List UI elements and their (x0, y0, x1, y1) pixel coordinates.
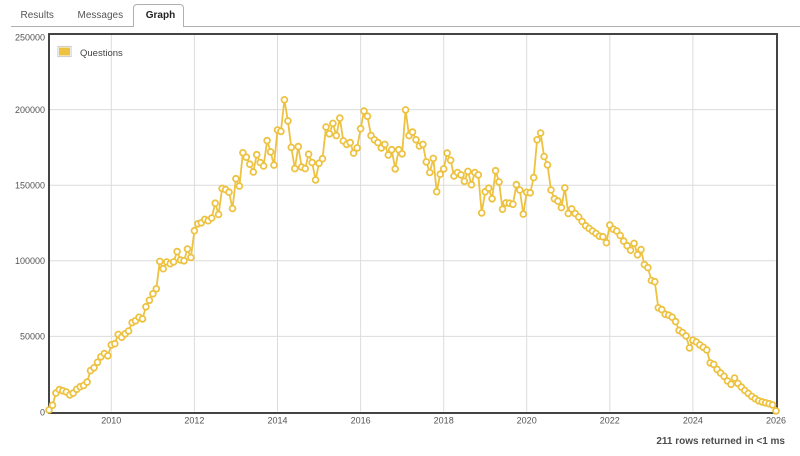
svg-text:2024: 2024 (683, 416, 703, 426)
svg-text:2010: 2010 (101, 416, 121, 426)
svg-text:Questions: Questions (80, 48, 123, 59)
svg-text:2014: 2014 (267, 416, 287, 426)
svg-text:200000: 200000 (15, 105, 45, 115)
svg-text:2012: 2012 (184, 416, 204, 426)
svg-text:2022: 2022 (600, 416, 620, 426)
svg-text:150000: 150000 (15, 181, 45, 191)
svg-text:50000: 50000 (20, 332, 45, 342)
svg-text:2026: 2026 (766, 416, 786, 426)
svg-text:100000: 100000 (15, 256, 45, 266)
svg-text:2020: 2020 (517, 416, 537, 426)
svg-text:0: 0 (40, 407, 45, 417)
svg-text:250000: 250000 (15, 33, 45, 43)
svg-text:2016: 2016 (351, 416, 371, 426)
svg-text:2018: 2018 (434, 416, 454, 426)
